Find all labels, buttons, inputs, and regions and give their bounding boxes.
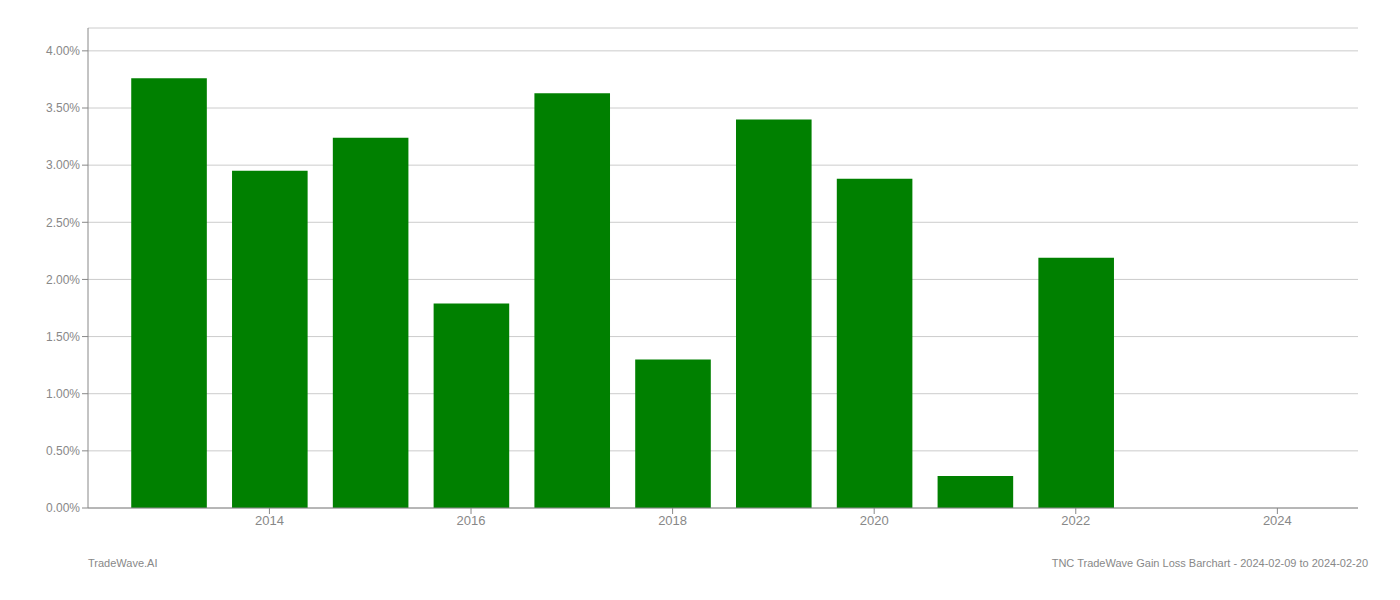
svg-text:2022: 2022 <box>1061 513 1090 528</box>
svg-text:2018: 2018 <box>658 513 687 528</box>
svg-text:0.00%: 0.00% <box>46 501 80 515</box>
svg-text:3.50%: 3.50% <box>46 101 80 115</box>
svg-text:4.00%: 4.00% <box>46 44 80 58</box>
svg-text:2020: 2020 <box>860 513 889 528</box>
html-text:TNC TradeWave Gain Loss Barcha: TNC TradeWave Gain Loss Barchart - 2024-… <box>1051 557 1368 569</box>
svg-text:3.00%: 3.00% <box>46 158 80 172</box>
svg-text:2014: 2014 <box>255 513 284 528</box>
svg-text:0.50%: 0.50% <box>46 444 80 458</box>
svg-text:2016: 2016 <box>457 513 486 528</box>
svg-text:1.00%: 1.00% <box>46 387 80 401</box>
html-text:TradeWave.AI: TradeWave.AI <box>88 557 158 569</box>
svg-text:2024: 2024 <box>1263 513 1292 528</box>
svg-text:2.50%: 2.50% <box>46 216 80 230</box>
svg-text:2.00%: 2.00% <box>46 273 80 287</box>
svg-text:1.50%: 1.50% <box>46 330 80 344</box>
